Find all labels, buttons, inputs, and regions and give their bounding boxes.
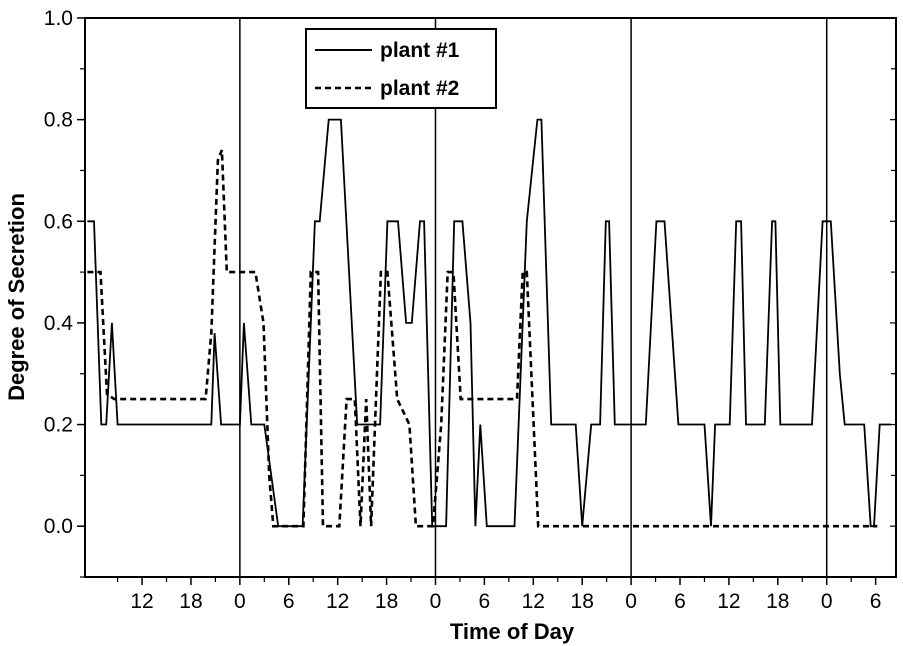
x-tick-label: 6: [479, 590, 491, 613]
x-tick-label: 12: [130, 590, 153, 613]
x-tick-label: 12: [326, 590, 349, 613]
x-tick-label: 12: [522, 590, 545, 613]
x-tick-label: 12: [717, 590, 740, 613]
y-tick-label: 0.0: [44, 515, 73, 538]
y-tick-label: 0.2: [44, 414, 73, 437]
x-tick-label: 0: [234, 590, 246, 613]
y-axis-title: Degree of Secretion: [4, 193, 29, 401]
y-tick-label: 0.8: [44, 109, 73, 132]
series-line-1: [87, 118, 892, 528]
y-tick-label: 1.0: [44, 7, 73, 30]
day-boundary-lines: [239, 18, 828, 577]
x-tick-label: 18: [375, 590, 398, 613]
axes: 12 18 0 6 12 18 0 6 12 18 0 6 12 18 0 6 0.0 0.2 0.4 0.6 0.8 1…: [44, 7, 896, 613]
legend-label-series-1: plant #1: [380, 39, 460, 62]
legend: plant #1 plant #2: [305, 28, 497, 109]
x-tick-label: 0: [821, 590, 833, 613]
series-line-2: [87, 149, 878, 528]
y-tick-label: 0.4: [44, 312, 74, 335]
y-tick-label: 0.6: [44, 210, 73, 233]
series-lines: [87, 118, 892, 528]
x-tick-label: 18: [571, 590, 594, 613]
x-tick-label: 0: [430, 590, 442, 613]
x-tick-label: 0: [625, 590, 637, 613]
legend-box: [305, 28, 497, 109]
x-tick-label: 6: [674, 590, 686, 613]
x-axis-title: Time of Day: [450, 619, 575, 644]
x-tick-label: 6: [283, 590, 295, 613]
plot-frame: [84, 17, 897, 578]
legend-label-series-2: plant #2: [380, 77, 459, 100]
x-tick-label: 18: [766, 590, 789, 613]
plot-area: [84, 17, 897, 578]
x-tick-label: 6: [870, 590, 882, 613]
x-tick-label: 18: [179, 590, 202, 613]
